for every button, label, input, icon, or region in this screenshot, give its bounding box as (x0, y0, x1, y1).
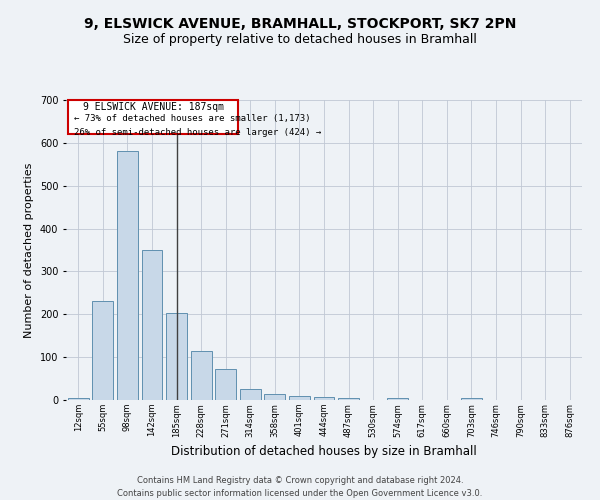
Bar (92, 300, 113, 400)
Bar (142, 250, 163, 400)
Bar (68, 398, 89, 400)
Bar (289, 396, 310, 400)
Bar (166, 314, 187, 400)
Bar (461, 398, 482, 400)
Bar (215, 369, 236, 400)
Y-axis label: Number of detached properties: Number of detached properties (25, 162, 34, 338)
Bar (191, 350, 212, 400)
Text: 9, ELSWICK AVENUE, BRAMHALL, STOCKPORT, SK7 2PN: 9, ELSWICK AVENUE, BRAMHALL, STOCKPORT, … (84, 18, 516, 32)
Text: 9 ELSWICK AVENUE: 187sqm: 9 ELSWICK AVENUE: 187sqm (83, 102, 224, 112)
Bar (314, 397, 334, 400)
Bar (265, 394, 286, 400)
X-axis label: Distribution of detached houses by size in Bramhall: Distribution of detached houses by size … (171, 445, 477, 458)
Bar (338, 398, 359, 400)
Text: ← 73% of detached houses are smaller (1,173): ← 73% of detached houses are smaller (1,… (74, 114, 310, 124)
Bar (117, 150, 138, 400)
FancyBboxPatch shape (68, 100, 238, 134)
Text: Contains HM Land Registry data © Crown copyright and database right 2024.
Contai: Contains HM Land Registry data © Crown c… (118, 476, 482, 498)
Bar (240, 390, 261, 400)
Text: Size of property relative to detached houses in Bramhall: Size of property relative to detached ho… (123, 32, 477, 46)
Bar (387, 398, 408, 400)
Text: 26% of semi-detached houses are larger (424) →: 26% of semi-detached houses are larger (… (74, 128, 321, 136)
